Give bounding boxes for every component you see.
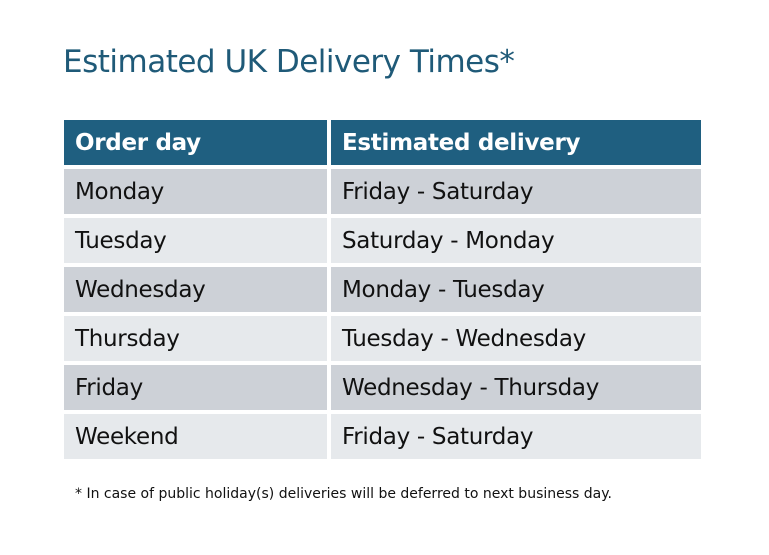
order-day-cell: Thursday <box>64 316 327 361</box>
table-row: Tuesday Saturday - Monday <box>64 218 701 263</box>
order-day-cell: Monday <box>64 169 327 214</box>
delivery-table: Order day Estimated delivery Monday Frid… <box>64 120 701 463</box>
delivery-cell: Monday - Tuesday <box>331 267 701 312</box>
delivery-cell: Friday - Saturday <box>331 414 701 459</box>
order-day-cell: Wednesday <box>64 267 327 312</box>
table-header: Order day Estimated delivery <box>64 120 701 165</box>
footnote: * In case of public holiday(s) deliverie… <box>75 486 612 502</box>
header-order-day: Order day <box>64 120 327 165</box>
delivery-cell: Friday - Saturday <box>331 169 701 214</box>
order-day-cell: Friday <box>64 365 327 410</box>
header-estimated-delivery: Estimated delivery <box>331 120 701 165</box>
page-title: Estimated UK Delivery Times* <box>63 44 515 80</box>
delivery-cell: Tuesday - Wednesday <box>331 316 701 361</box>
delivery-cell: Wednesday - Thursday <box>331 365 701 410</box>
table-row: Wednesday Monday - Tuesday <box>64 267 701 312</box>
table-row: Thursday Tuesday - Wednesday <box>64 316 701 361</box>
order-day-cell: Tuesday <box>64 218 327 263</box>
table-row: Weekend Friday - Saturday <box>64 414 701 459</box>
delivery-cell: Saturday - Monday <box>331 218 701 263</box>
table-row: Friday Wednesday - Thursday <box>64 365 701 410</box>
order-day-cell: Weekend <box>64 414 327 459</box>
table-row: Monday Friday - Saturday <box>64 169 701 214</box>
